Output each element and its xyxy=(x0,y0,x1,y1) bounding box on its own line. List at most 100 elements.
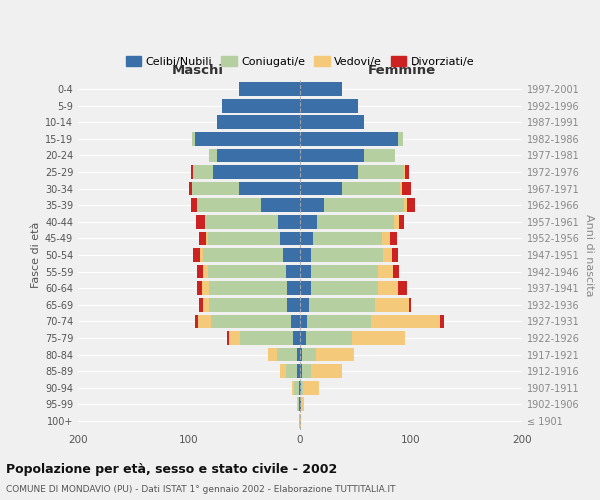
Bar xyxy=(402,182,411,196)
Bar xyxy=(298,398,299,411)
Bar xyxy=(209,282,287,295)
Bar xyxy=(302,348,316,362)
Bar xyxy=(203,298,209,312)
Bar xyxy=(202,282,209,295)
Bar xyxy=(300,282,311,295)
Bar xyxy=(286,265,300,278)
Bar xyxy=(193,182,239,196)
Bar xyxy=(300,198,325,212)
Bar xyxy=(398,132,403,145)
Bar xyxy=(287,298,300,312)
Bar xyxy=(206,232,208,245)
Text: Femmine: Femmine xyxy=(368,64,436,76)
Bar xyxy=(217,116,300,129)
Bar xyxy=(378,265,393,278)
Bar xyxy=(300,348,302,362)
Bar xyxy=(293,331,300,344)
Bar xyxy=(296,398,298,411)
Bar xyxy=(300,381,301,394)
Bar xyxy=(194,132,300,145)
Bar xyxy=(300,182,342,196)
Bar xyxy=(342,182,400,196)
Bar xyxy=(300,248,311,262)
Bar xyxy=(239,182,300,196)
Bar xyxy=(208,232,280,245)
Bar xyxy=(311,248,383,262)
Bar xyxy=(300,314,307,328)
Bar xyxy=(300,148,364,162)
Bar xyxy=(300,132,398,145)
Bar xyxy=(364,148,395,162)
Bar xyxy=(239,82,300,96)
Bar xyxy=(301,381,304,394)
Bar xyxy=(304,381,319,394)
Bar xyxy=(223,99,300,112)
Bar xyxy=(300,298,309,312)
Bar xyxy=(302,364,311,378)
Bar xyxy=(209,148,217,162)
Bar xyxy=(301,398,304,411)
Bar xyxy=(292,381,295,394)
Bar xyxy=(229,331,240,344)
Bar xyxy=(280,232,300,245)
Bar xyxy=(300,82,342,96)
Bar xyxy=(307,314,371,328)
Bar xyxy=(197,265,203,278)
Bar xyxy=(392,248,398,262)
Bar xyxy=(283,248,300,262)
Bar xyxy=(211,314,291,328)
Bar xyxy=(280,364,286,378)
Bar xyxy=(300,166,358,179)
Bar xyxy=(193,132,194,145)
Bar xyxy=(268,348,277,362)
Bar xyxy=(393,265,399,278)
Bar xyxy=(300,232,313,245)
Bar xyxy=(196,215,205,228)
Bar xyxy=(203,265,208,278)
Bar xyxy=(390,232,397,245)
Text: Popolazione per età, sesso e stato civile - 2002: Popolazione per età, sesso e stato civil… xyxy=(6,462,337,475)
Bar xyxy=(240,331,293,344)
Bar xyxy=(409,298,411,312)
Bar xyxy=(309,298,376,312)
Bar xyxy=(311,364,342,378)
Bar xyxy=(352,331,406,344)
Bar xyxy=(203,248,283,262)
Bar xyxy=(299,398,300,411)
Bar xyxy=(300,116,364,129)
Bar xyxy=(300,215,317,228)
Bar xyxy=(317,215,394,228)
Bar xyxy=(300,99,358,112)
Bar xyxy=(311,282,378,295)
Bar xyxy=(325,198,404,212)
Bar xyxy=(376,298,409,312)
Bar xyxy=(300,364,302,378)
Bar xyxy=(404,166,406,179)
Bar xyxy=(197,282,202,295)
Bar xyxy=(278,215,300,228)
Bar xyxy=(287,282,300,295)
Bar xyxy=(404,198,407,212)
Bar xyxy=(194,314,198,328)
Bar xyxy=(398,282,407,295)
Bar xyxy=(296,364,300,378)
Bar xyxy=(358,166,404,179)
Bar xyxy=(300,331,305,344)
Bar xyxy=(296,348,300,362)
Bar xyxy=(378,282,398,295)
Bar xyxy=(191,198,197,212)
Bar xyxy=(189,182,193,196)
Text: COMUNE DI MONDAVIO (PU) - Dati ISTAT 1° gennaio 2002 - Elaborazione TUTTITALIA.I: COMUNE DI MONDAVIO (PU) - Dati ISTAT 1° … xyxy=(6,485,395,494)
Text: Maschi: Maschi xyxy=(172,64,224,76)
Bar xyxy=(209,298,287,312)
Bar xyxy=(193,166,214,179)
Bar xyxy=(295,381,299,394)
Bar xyxy=(407,198,415,212)
Bar xyxy=(400,182,402,196)
Y-axis label: Fasce di età: Fasce di età xyxy=(31,222,41,288)
Bar xyxy=(305,331,352,344)
Bar xyxy=(371,314,440,328)
Bar xyxy=(214,166,300,179)
Bar xyxy=(440,314,444,328)
Bar xyxy=(199,298,203,312)
